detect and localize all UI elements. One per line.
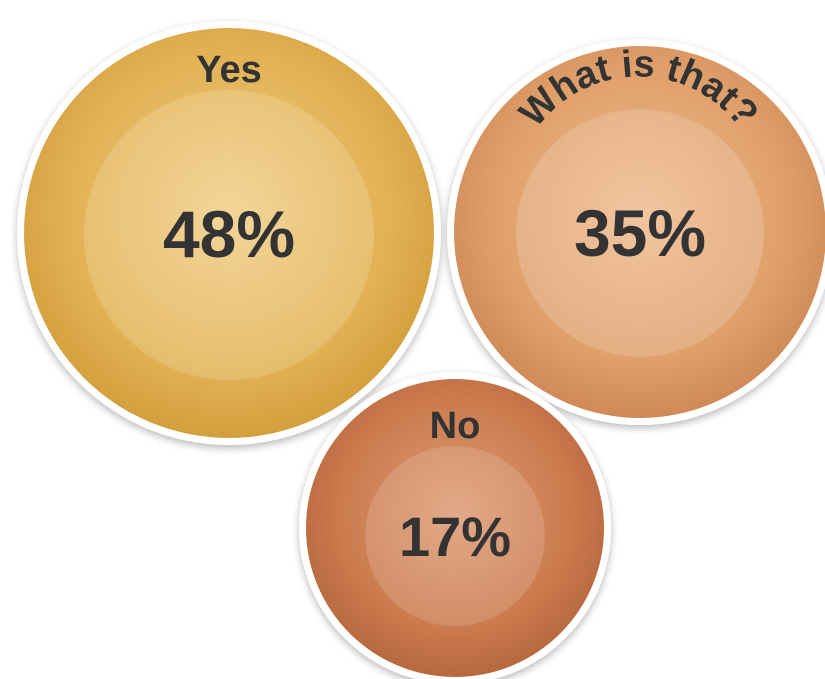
- bubble-what-is-that-center: [516, 109, 764, 357]
- bubble-yes-label: Yes: [196, 49, 262, 91]
- bubble-yes-value: 48%: [163, 197, 295, 271]
- bubble-no: No 17%: [299, 372, 611, 679]
- bubble-no-value: 17%: [399, 505, 511, 568]
- bubble-no-disc: [306, 379, 604, 677]
- bubble-yes-center: [84, 90, 374, 380]
- bubble-what-is-that: What is that? 35%: [447, 39, 825, 425]
- bubble-yes-disc: [24, 28, 434, 438]
- bubble-no-center: [365, 446, 545, 626]
- bubble-no-label: No: [430, 405, 481, 447]
- bubble-yes: Yes 48%: [17, 21, 441, 445]
- bubble-what-is-that-value: 35%: [574, 196, 706, 270]
- bubble-what-is-that-disc: [454, 46, 825, 418]
